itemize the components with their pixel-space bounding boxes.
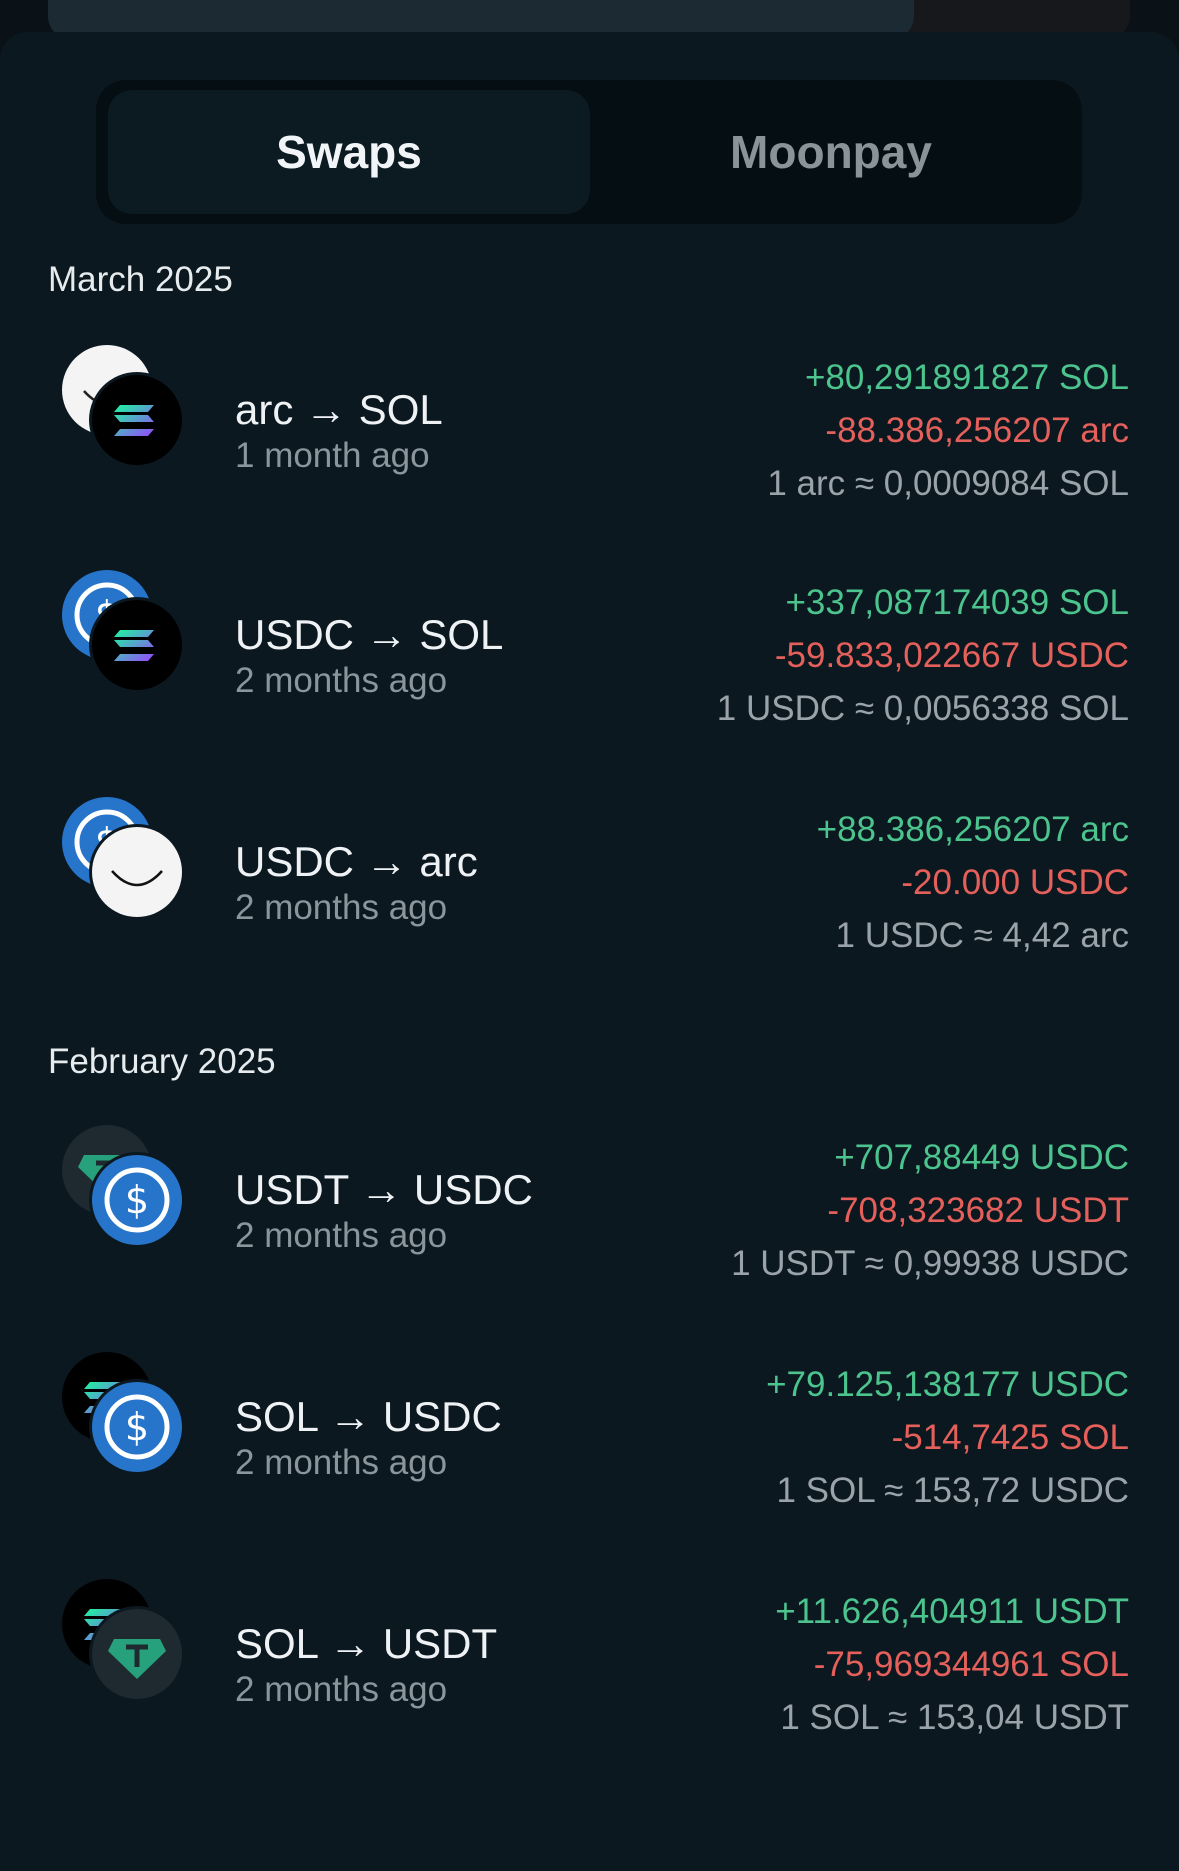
usdc-token-icon: $ [92,1155,182,1245]
solana-token-icon [92,600,182,690]
sent-amount: -708,323682 USDT [827,1191,1129,1230]
received-amount: +11.626,404911 USDT [775,1592,1129,1631]
token-pair-icons: $ [62,797,186,921]
exchange-rate: 1 SOL ≈ 153,04 USDT [780,1698,1129,1737]
solana-token-icon [92,375,182,465]
svg-text:$: $ [125,1178,149,1222]
swap-pair-label: USDC → SOL [235,611,504,658]
tab-switcher: Swaps Moonpay [96,80,1082,224]
swap-time-label: 2 months ago [235,1670,448,1709]
sent-amount: -20.000 USDC [901,863,1129,902]
exchange-rate: 1 USDC ≈ 4,42 arc [835,916,1129,955]
swap-pair-label: SOL → USDT [235,1620,498,1667]
sent-amount: -59.833,022667 USDC [774,636,1129,675]
token-pair-icons: $ [62,1125,186,1249]
swap-row[interactable]: $ [0,1125,1179,1395]
month-header-february: February 2025 [48,1042,276,1081]
swap-pair-label: SOL → USDC [235,1393,502,1440]
exchange-rate: 1 SOL ≈ 153,72 USDC [776,1471,1129,1510]
token-pair-icons [62,345,186,469]
arc-token-icon [92,827,182,917]
sent-amount: -75,969344961 SOL [813,1645,1129,1684]
received-amount: +79.125,138177 USDC [766,1365,1129,1404]
sent-amount: -88.386,256207 arc [825,411,1129,450]
tab-moonpay[interactable]: Moonpay [730,126,932,178]
tab-swaps[interactable]: Swaps [108,90,590,214]
swap-time-label: 2 months ago [235,888,448,927]
exchange-rate: 1 USDC ≈ 0,0056338 SOL [716,689,1129,728]
exchange-rate: 1 USDT ≈ 0,99938 USDC [731,1244,1129,1283]
usdc-token-icon: $ [92,1382,182,1472]
received-amount: +337,087174039 SOL [785,583,1129,622]
usdt-token-icon [92,1609,182,1699]
received-amount: +80,291891827 SOL [804,358,1129,397]
month-header-march: March 2025 [48,260,233,299]
swap-row[interactable]: $ [0,1352,1179,1622]
swap-pair-label: USDC → arc [235,838,478,885]
swap-time-label: 1 month ago [235,436,430,475]
token-pair-icons: $ [62,570,186,694]
swap-row[interactable] [0,1579,1179,1849]
sent-amount: -514,7425 SOL [891,1418,1129,1457]
swap-pair-label: arc → SOL [235,386,443,433]
swap-time-label: 2 months ago [235,661,448,700]
exchange-rate: 1 arc ≈ 0,0009084 SOL [767,464,1129,503]
token-pair-icons: $ [62,1352,186,1476]
swap-row[interactable]: $ [0,797,1179,1067]
swap-row[interactable] [0,345,1179,615]
swap-time-label: 2 months ago [235,1443,448,1482]
received-amount: +707,88449 USDC [834,1138,1129,1177]
svg-text:$: $ [125,1405,149,1449]
received-amount: +88.386,256207 arc [816,810,1129,849]
token-pair-icons [62,1579,186,1703]
swap-row[interactable]: $ [0,570,1179,840]
swap-history-sheet: Swaps Moonpay March 2025 arc → SOL 1 mon… [0,32,1179,1871]
swap-pair-label: USDT → USDC [235,1166,533,1213]
swap-time-label: 2 months ago [235,1216,448,1255]
